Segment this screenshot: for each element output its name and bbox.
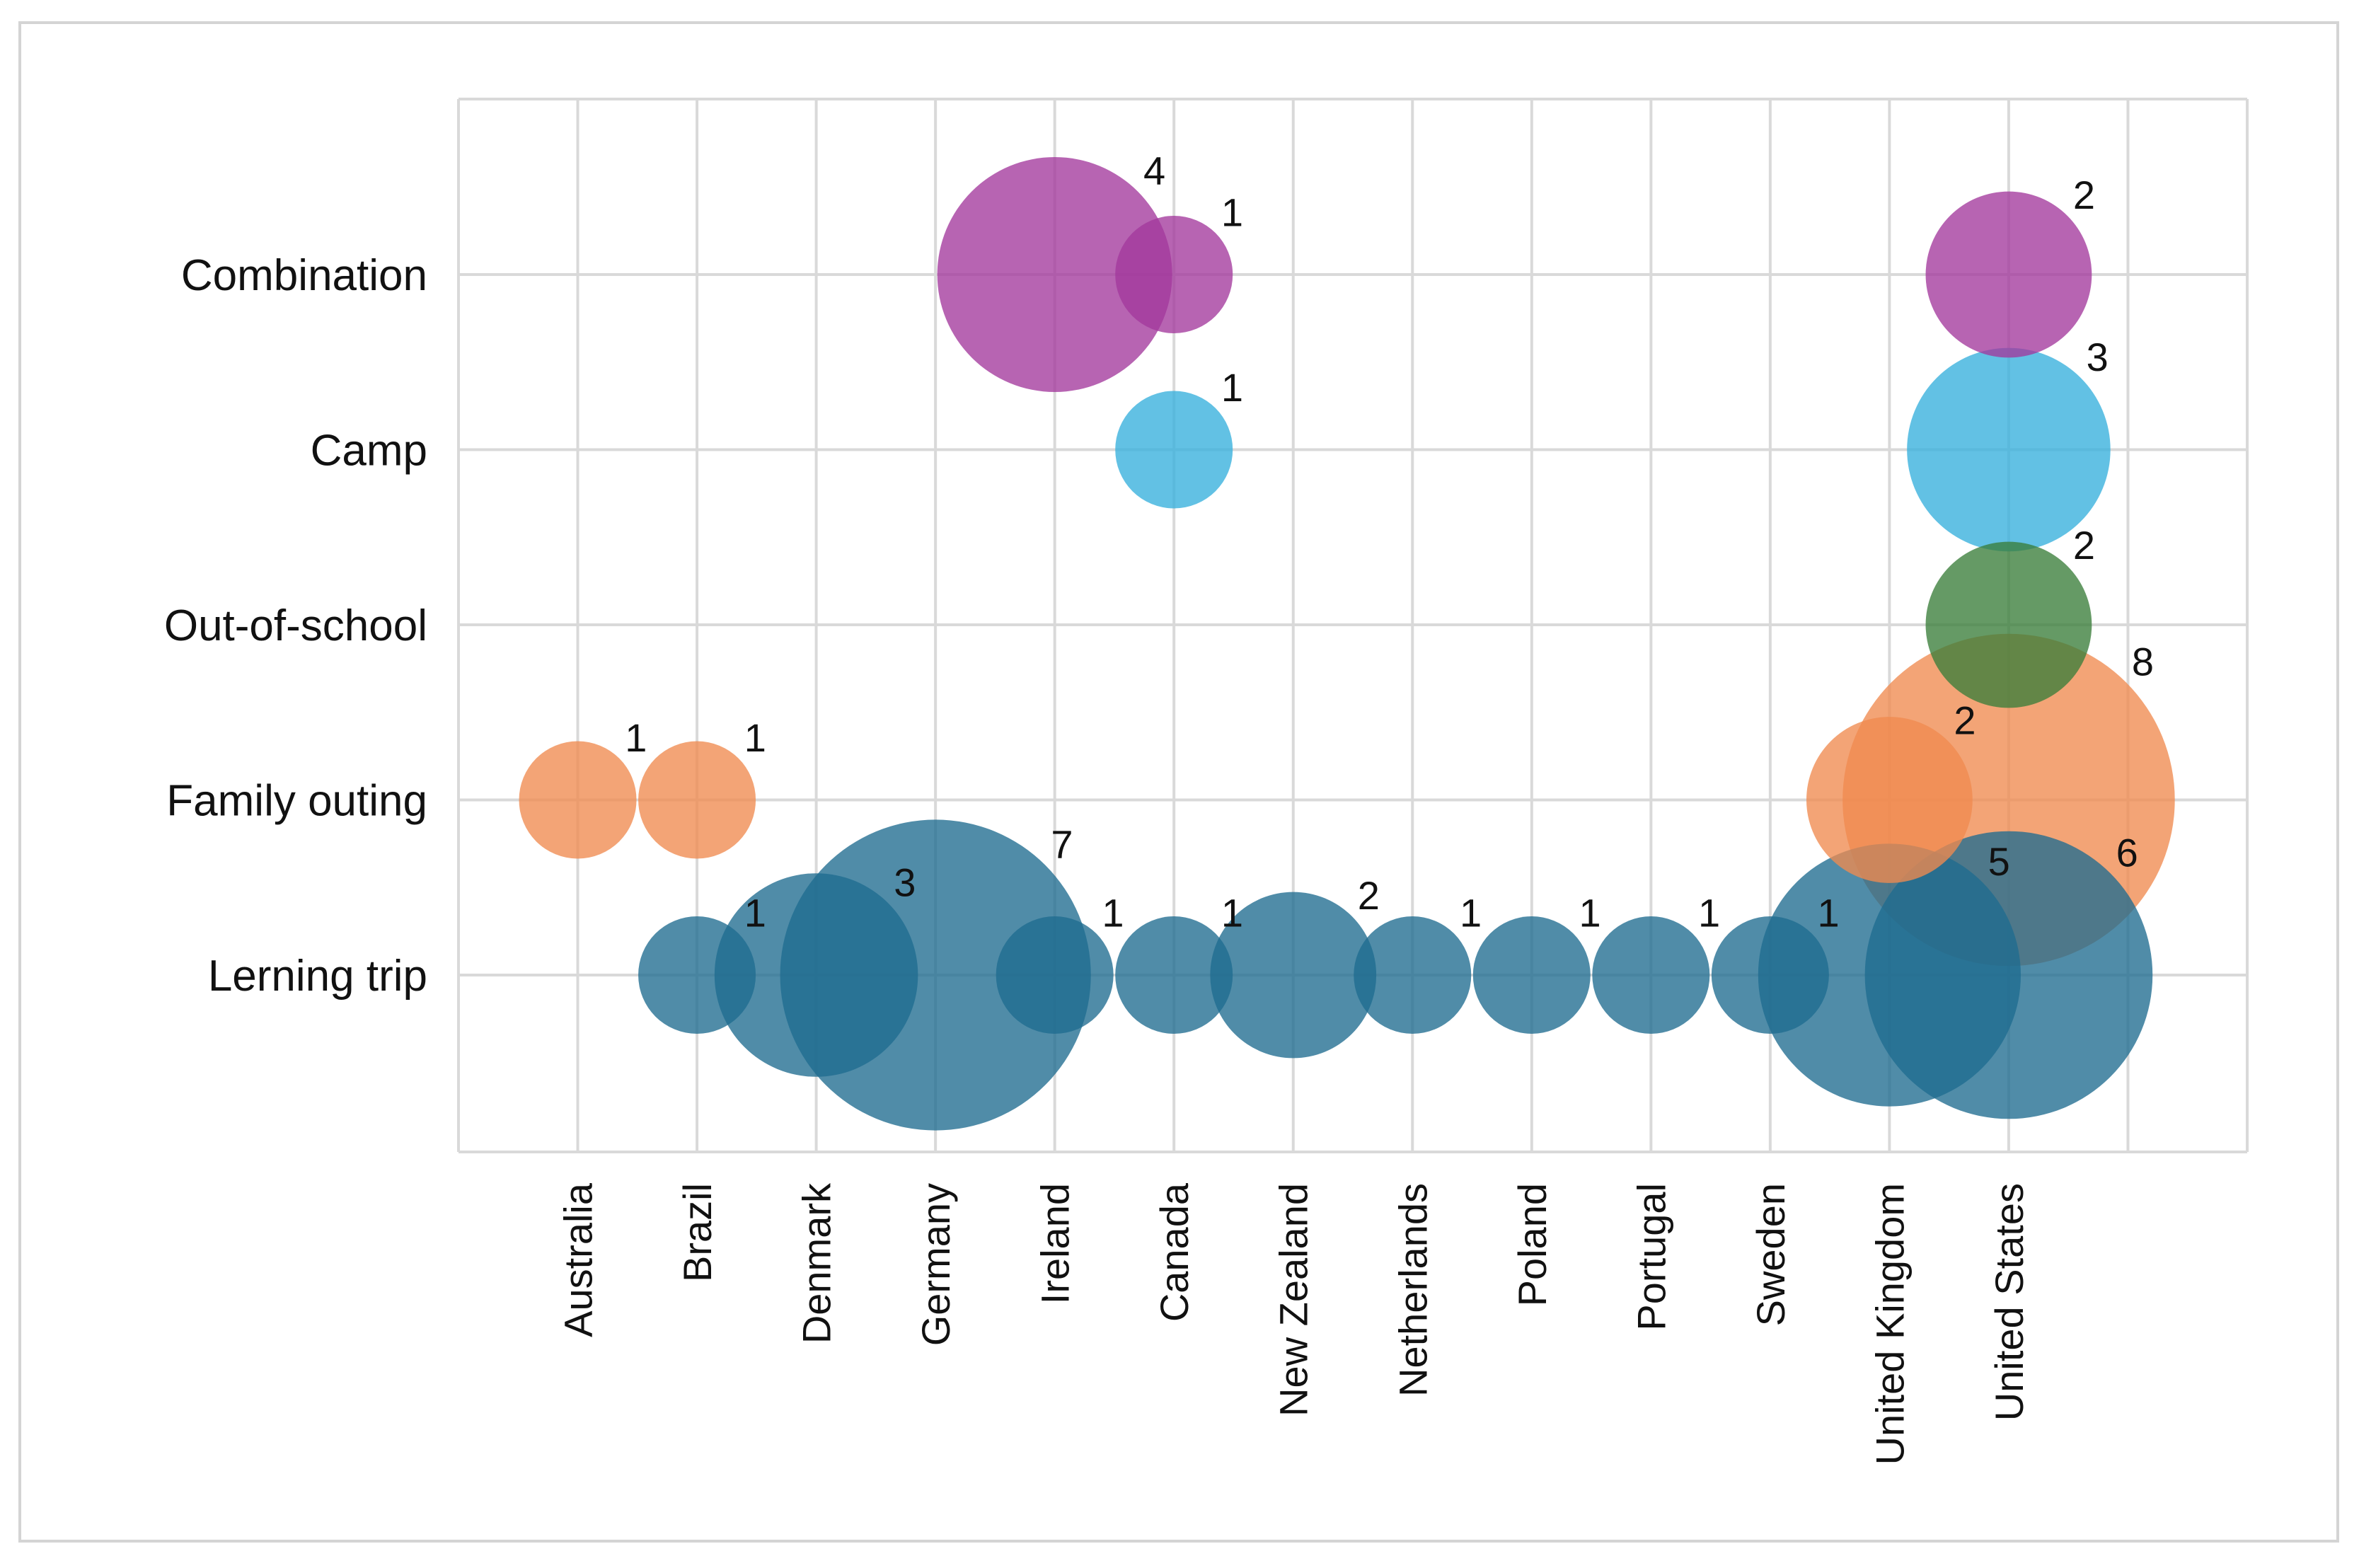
bubble-lerning-trip-netherlands [1354, 916, 1472, 1034]
bubble-combination-canada [1115, 216, 1233, 333]
bubble-lerning-trip-new-zealand [1210, 892, 1377, 1059]
x-tick-label-ireland: Ireland [1033, 1183, 1078, 1304]
bubble-lerning-trip-poland [1472, 916, 1591, 1034]
x-tick-label-netherlands: Netherlands [1390, 1183, 1435, 1397]
bubble-lerning-trip-united-kingdom [1758, 843, 2021, 1107]
bubble-combination-united-states [1925, 191, 2092, 358]
data-label-lerning-trip-netherlands: 1 [1460, 890, 1482, 935]
data-label-combination-ireland: 4 [1143, 149, 1165, 193]
data-label-lerning-trip-germany: 7 [1051, 822, 1073, 867]
x-tick-label-united-states: United States [1987, 1183, 2031, 1421]
data-label-camp-canada: 1 [1221, 365, 1243, 410]
x-tick-label-poland: Poland [1510, 1183, 1555, 1306]
bubbles [519, 157, 2175, 1131]
y-axis-labels: Lerning trip Family outing Out-of-school Ca… [164, 251, 427, 1001]
bubble-lerning-trip-portugal [1592, 916, 1710, 1034]
data-label-lerning-trip-sweden: 1 [1818, 890, 1840, 935]
y-tick-label-out-of-school: Out-of-school [164, 601, 427, 650]
x-tick-label-portugal: Portugal [1629, 1183, 1673, 1331]
bubble-combination-ireland [937, 157, 1172, 392]
bubble-family-outing-united-kingdom [1806, 717, 1973, 883]
bubble-lerning-trip-ireland [996, 916, 1114, 1034]
x-tick-label-australia: Australia [556, 1182, 601, 1337]
data-label-combination-united-states: 2 [2073, 173, 2095, 217]
data-label-lerning-trip-poland: 1 [1579, 890, 1600, 935]
data-label-out-of-school-united-states: 2 [2073, 523, 2095, 567]
x-tick-label-sweden: Sweden [1748, 1183, 1793, 1326]
x-tick-label-brazil: Brazil [675, 1183, 720, 1282]
bubble-out-of-school-united-states [1925, 541, 2092, 708]
x-tick-label-denmark: Denmark [795, 1182, 839, 1344]
x-tick-label-united-kingdom: United Kingdom [1867, 1183, 1912, 1465]
bubble-family-outing-australia [519, 741, 637, 859]
bubble-lerning-trip-sweden [1711, 916, 1829, 1034]
data-label-lerning-trip-denmark: 3 [894, 860, 916, 904]
y-tick-label-family-outing: Family outing [166, 777, 427, 826]
bubble-lerning-trip-brazil [638, 916, 756, 1034]
data-label-family-outing-brazil: 1 [744, 715, 766, 760]
data-label-family-outing-australia: 1 [625, 715, 647, 760]
x-axis-labels: Australia Brazil Denmark Germany Ireland Cana… [556, 1182, 2031, 1465]
data-label-family-outing-united-states: 8 [2132, 640, 2154, 684]
data-label-combination-canada: 1 [1221, 190, 1243, 234]
bubble-camp-united-states [1907, 347, 2111, 552]
data-label-lerning-trip-brazil: 1 [744, 890, 766, 935]
data-label-lerning-trip-new-zealand: 2 [1358, 873, 1380, 918]
data-label-lerning-trip-canada: 1 [1221, 890, 1243, 935]
data-label-lerning-trip-ireland: 1 [1102, 890, 1124, 935]
x-tick-label-canada: Canada [1152, 1182, 1196, 1322]
x-tick-label-germany: Germany [913, 1183, 958, 1346]
x-tick-label-new-zealand: New Zealand [1271, 1183, 1316, 1417]
data-label-lerning-trip-united-states: 6 [2116, 830, 2138, 875]
y-tick-label-combination: Combination [181, 251, 427, 300]
bubble-family-outing-brazil [638, 741, 756, 859]
data-label-lerning-trip-portugal: 1 [1698, 890, 1720, 935]
bubble-lerning-trip-canada [1115, 916, 1233, 1034]
data-label-lerning-trip-united-kingdom: 5 [1988, 839, 2010, 884]
data-label-camp-united-states: 3 [2087, 335, 2109, 379]
bubble-lerning-trip-denmark [714, 873, 918, 1077]
y-tick-label-camp: Camp [311, 427, 427, 475]
y-tick-label-lerning-trip: Lerning trip [208, 952, 427, 1001]
bubble-camp-canada [1115, 391, 1233, 509]
data-label-family-outing-united-kingdom: 2 [1954, 698, 1976, 743]
